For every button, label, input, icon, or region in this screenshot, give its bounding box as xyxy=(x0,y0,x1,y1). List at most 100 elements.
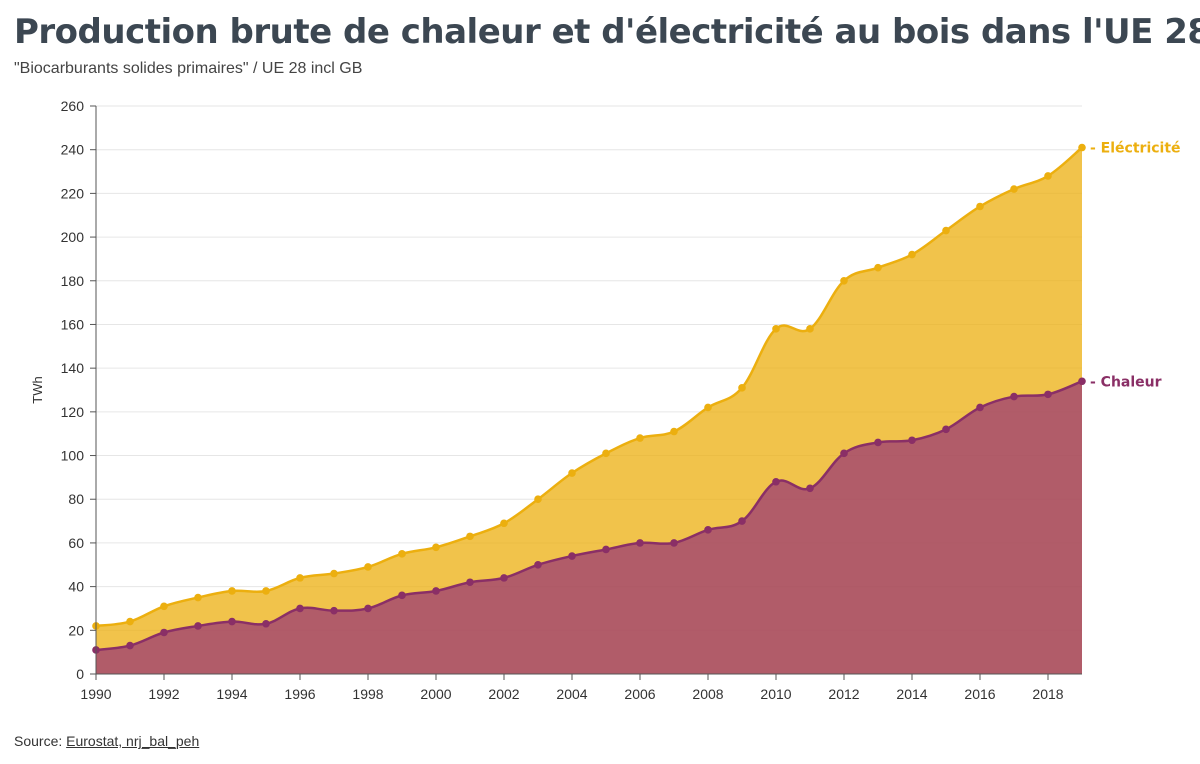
x-tick-label: 1990 xyxy=(80,686,111,702)
point-electricite xyxy=(160,602,168,611)
x-tick-label: 1992 xyxy=(148,686,179,702)
point-chaleur xyxy=(194,622,202,630)
point-electricite xyxy=(330,569,338,578)
x-tick-label: 2018 xyxy=(1032,686,1063,702)
x-tick-label: 2002 xyxy=(488,686,519,702)
point-chaleur xyxy=(602,545,610,554)
point-chaleur xyxy=(500,574,508,582)
point-electricite xyxy=(432,543,440,552)
y-tick-label: 260 xyxy=(61,98,85,114)
y-tick-label: 100 xyxy=(61,448,85,464)
x-tick-label: 1998 xyxy=(352,686,383,702)
x-tick-label: 2016 xyxy=(964,686,995,702)
x-tick-label: 2010 xyxy=(760,686,791,702)
point-chaleur xyxy=(942,425,950,434)
x-tick-label: 2006 xyxy=(624,686,655,702)
point-chaleur xyxy=(432,587,440,595)
point-chaleur xyxy=(228,617,236,626)
y-tick-label: 40 xyxy=(68,579,84,595)
y-tick-label: 120 xyxy=(61,404,85,420)
point-electricite xyxy=(1078,143,1086,152)
point-chaleur xyxy=(874,438,882,447)
x-tick-label: 2004 xyxy=(556,686,587,702)
y-tick-label: 240 xyxy=(61,142,85,158)
source-prefix: Source: xyxy=(14,733,67,749)
chart-points xyxy=(92,143,1086,654)
chart-areas xyxy=(96,147,1082,674)
point-electricite xyxy=(602,449,610,458)
point-electricite xyxy=(738,384,746,392)
x-tick-label: 2012 xyxy=(828,686,859,702)
point-electricite xyxy=(126,617,134,626)
y-tick-label: 160 xyxy=(61,316,85,332)
x-tick-label: 1996 xyxy=(284,686,315,702)
point-electricite xyxy=(568,469,576,477)
x-tick-label: 2014 xyxy=(896,686,927,702)
x-tick-label: 2000 xyxy=(420,686,451,702)
point-chaleur xyxy=(976,403,984,412)
y-axis-label: TWh xyxy=(30,376,45,403)
point-chaleur xyxy=(330,606,338,615)
point-electricite xyxy=(398,550,406,558)
y-tick-label: 80 xyxy=(68,491,84,507)
axes: 0 20 40 60 80 100 120 140 160 180 200 220 240 260 1990… xyxy=(30,98,1082,702)
point-chaleur xyxy=(296,604,304,613)
y-tick-label: 180 xyxy=(61,273,85,289)
x-tick-label: 2008 xyxy=(692,686,723,702)
label-electricite: - Eléctricité xyxy=(1090,141,1181,157)
y-tick-label: 0 xyxy=(76,666,84,682)
point-electricite xyxy=(1044,172,1052,180)
point-electricite xyxy=(466,532,474,541)
point-chaleur xyxy=(636,539,644,547)
y-tick-label: 140 xyxy=(61,360,85,376)
point-electricite xyxy=(806,325,814,333)
point-electricite xyxy=(296,574,304,582)
point-electricite xyxy=(500,519,508,528)
point-electricite xyxy=(636,434,644,442)
point-chaleur xyxy=(840,449,848,458)
area-chaleur xyxy=(96,381,1082,674)
point-chaleur xyxy=(704,526,712,534)
point-chaleur xyxy=(1010,392,1018,401)
point-chaleur xyxy=(772,477,780,486)
source-link[interactable]: Eurostat, nrj_bal_peh xyxy=(66,733,200,749)
point-chaleur xyxy=(466,578,474,587)
point-electricite xyxy=(670,427,678,436)
point-electricite xyxy=(908,250,916,259)
point-electricite xyxy=(704,403,712,412)
label-chaleur: - Chaleur xyxy=(1090,374,1162,390)
point-chaleur xyxy=(806,484,814,493)
point-chaleur xyxy=(160,628,168,637)
series-labels: - Eléctricité - Chaleur xyxy=(1090,141,1181,391)
point-chaleur xyxy=(262,619,270,628)
point-chaleur xyxy=(398,591,406,600)
point-electricite xyxy=(228,587,236,595)
y-tick-label: 220 xyxy=(61,185,85,201)
chart-subtitle: "Biocarburants solides primaires" / UE 2… xyxy=(14,60,363,77)
point-chaleur xyxy=(534,560,542,569)
point-chaleur xyxy=(670,539,678,547)
point-chaleur xyxy=(1078,377,1086,386)
point-electricite xyxy=(976,202,984,211)
point-chaleur xyxy=(1044,390,1052,399)
x-tick-label: 1994 xyxy=(216,686,247,702)
chart-title: Production brute de chaleur et d'électri… xyxy=(14,12,1200,52)
point-chaleur xyxy=(568,552,576,560)
point-chaleur xyxy=(364,604,372,613)
point-electricite xyxy=(194,593,202,602)
point-electricite xyxy=(874,263,882,272)
y-tick-label: 60 xyxy=(68,535,84,551)
point-chaleur xyxy=(908,436,916,445)
y-tick-label: 200 xyxy=(61,229,85,245)
point-electricite xyxy=(772,325,780,333)
source-note: Source: Eurostat, nrj_bal_peh xyxy=(14,733,199,749)
point-chaleur xyxy=(126,641,134,650)
point-electricite xyxy=(1010,185,1018,193)
point-electricite xyxy=(840,276,848,285)
point-electricite xyxy=(534,495,542,504)
point-electricite xyxy=(262,587,270,595)
point-electricite xyxy=(942,226,950,235)
point-electricite xyxy=(364,563,372,571)
point-chaleur xyxy=(738,517,746,525)
